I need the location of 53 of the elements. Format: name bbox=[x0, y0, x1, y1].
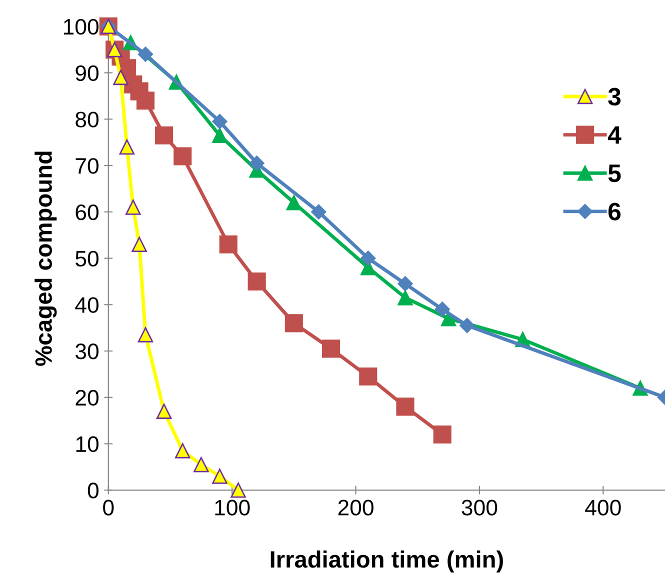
y-tick-label: 100 bbox=[64, 18, 98, 35]
point bbox=[284, 314, 303, 332]
point bbox=[212, 114, 228, 130]
y-tick-label: 80 bbox=[76, 112, 98, 128]
y-axis-title: %caged compound bbox=[34, 152, 57, 366]
y-tick-label: 10 bbox=[76, 436, 98, 452]
x-tick-label: 100 bbox=[215, 500, 250, 516]
point bbox=[230, 482, 246, 498]
point bbox=[219, 235, 238, 254]
x-tick-label: 200 bbox=[338, 500, 374, 516]
point bbox=[248, 272, 266, 290]
x-tick-label: 300 bbox=[462, 500, 498, 516]
y-tick-label: 30 bbox=[76, 344, 98, 360]
point bbox=[286, 194, 302, 210]
point bbox=[311, 204, 326, 220]
point bbox=[132, 236, 147, 252]
point bbox=[125, 200, 141, 215]
x-tick-label: 0 bbox=[103, 500, 114, 516]
point bbox=[434, 302, 450, 317]
legend-label: 3 bbox=[608, 88, 621, 106]
x-axis-title: Irradiation time (min) bbox=[270, 550, 503, 572]
point bbox=[119, 139, 135, 155]
legend-label: 6 bbox=[608, 202, 621, 220]
y-tick-label: 50 bbox=[76, 250, 98, 267]
point bbox=[174, 147, 192, 166]
legend-label: 4 bbox=[608, 126, 622, 144]
legend-label: 5 bbox=[608, 164, 621, 182]
y-tick-label: 20 bbox=[76, 390, 98, 406]
point bbox=[212, 128, 228, 144]
point bbox=[460, 318, 475, 334]
y-tick-label: 60 bbox=[76, 204, 98, 220]
point bbox=[113, 70, 128, 86]
y-tick-label: 70 bbox=[76, 158, 98, 174]
point bbox=[156, 404, 172, 419]
point bbox=[398, 276, 413, 292]
point bbox=[359, 368, 378, 386]
point bbox=[136, 92, 155, 110]
point bbox=[398, 290, 413, 306]
x-tick-label: 400 bbox=[585, 500, 621, 516]
point bbox=[249, 156, 264, 171]
y-tick-label: 0 bbox=[88, 482, 98, 498]
y-tick-label: 40 bbox=[75, 297, 98, 313]
point bbox=[194, 457, 209, 472]
point bbox=[138, 327, 154, 342]
point bbox=[360, 250, 376, 266]
point bbox=[155, 126, 174, 144]
point bbox=[174, 443, 190, 458]
point bbox=[138, 46, 154, 62]
point bbox=[212, 468, 228, 484]
point bbox=[433, 425, 452, 444]
point bbox=[322, 340, 340, 358]
y-tick-label: 90 bbox=[76, 65, 98, 82]
point bbox=[396, 398, 414, 416]
